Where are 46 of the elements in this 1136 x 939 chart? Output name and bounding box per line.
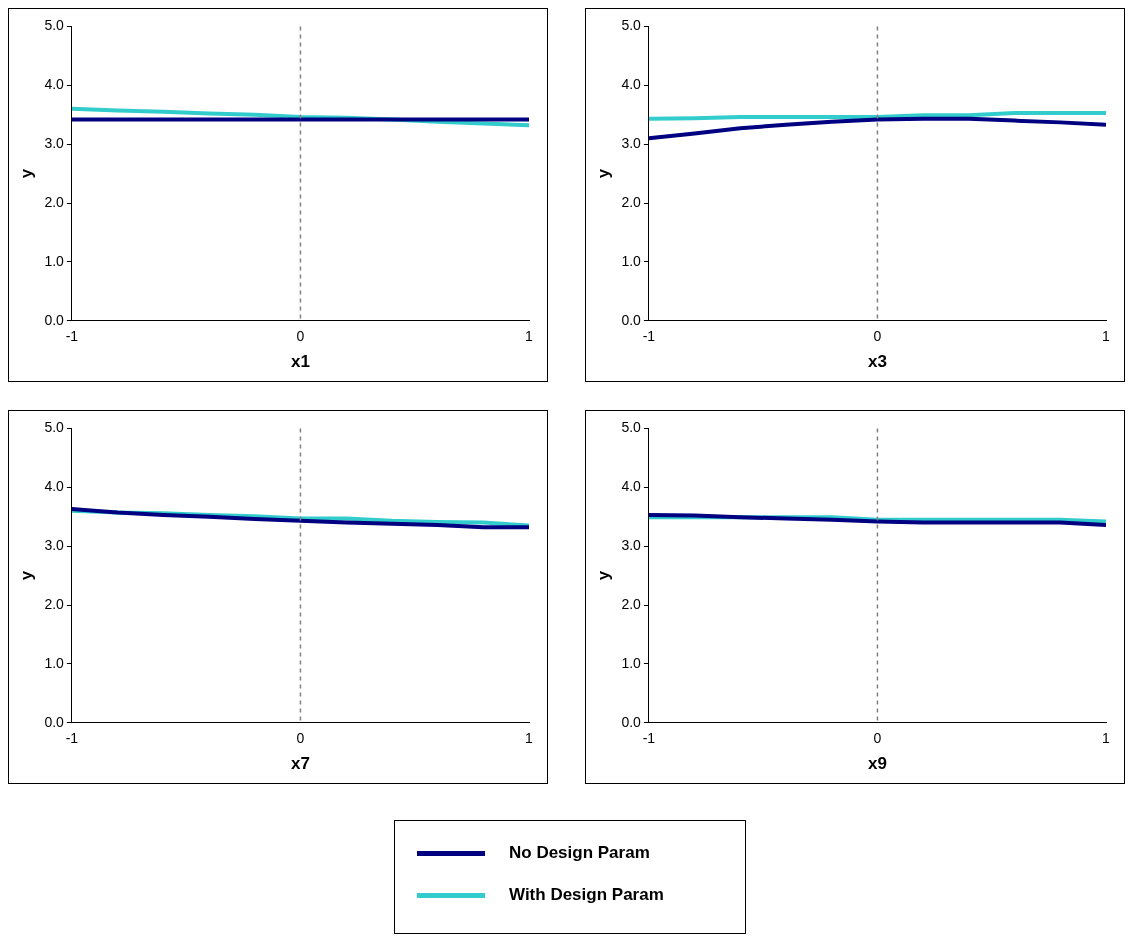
y-tick-label: 5.0	[44, 17, 65, 34]
y-tick-label: 5.0	[44, 419, 65, 436]
x-axis-title: x9	[867, 754, 887, 774]
y-tick-label: 2.0	[44, 595, 65, 612]
x-tick-label: 0	[296, 730, 305, 747]
y-tick-label: 4.0	[621, 478, 642, 495]
y-tick-label: 4.0	[621, 76, 642, 93]
y-axis-title: y	[16, 570, 36, 581]
y-tick-label: 3.0	[621, 135, 642, 152]
y-tick-label: 4.0	[44, 76, 65, 93]
x-tick-label: -1	[65, 730, 79, 747]
x-tick-label: 0	[296, 328, 305, 345]
x-axis-title: x1	[290, 352, 310, 372]
legend-label: No Design Param	[509, 843, 650, 863]
y-axis-title: y	[16, 168, 36, 179]
y-tick-label: 3.0	[44, 537, 65, 554]
y-tick-label: 0.0	[44, 311, 65, 328]
x-axis-title: x3	[867, 352, 887, 372]
y-tick-label: 0.0	[621, 311, 642, 328]
y-tick-label: 0.0	[621, 713, 642, 730]
x-tick-label: 1	[1102, 328, 1111, 345]
y-tick-label: 5.0	[621, 419, 642, 436]
y-tick-label: 2.0	[621, 595, 642, 612]
y-tick-label: 2.0	[621, 193, 642, 210]
x-axis-title: x7	[290, 754, 310, 774]
x-tick-label: 0	[873, 328, 882, 345]
x-tick-label: 0	[873, 730, 882, 747]
y-tick-label: 0.0	[44, 713, 65, 730]
y-tick-label: 3.0	[621, 537, 642, 554]
y-tick-label: 1.0	[621, 654, 642, 671]
y-tick-label: 1.0	[44, 252, 65, 269]
x-tick-label: -1	[65, 328, 79, 345]
y-tick-label: 5.0	[621, 17, 642, 34]
y-axis-title: y	[593, 168, 613, 179]
x-tick-label: 1	[525, 730, 534, 747]
y-axis-title: y	[593, 570, 613, 581]
x-tick-label: 1	[1102, 730, 1111, 747]
legend-label: With Design Param	[509, 885, 664, 905]
y-tick-label: 3.0	[44, 135, 65, 152]
x-tick-label: -1	[642, 328, 656, 345]
y-tick-label: 1.0	[621, 252, 642, 269]
y-tick-label: 2.0	[44, 193, 65, 210]
x-tick-label: -1	[642, 730, 656, 747]
x-tick-label: 1	[525, 328, 534, 345]
y-tick-label: 1.0	[44, 654, 65, 671]
y-tick-label: 4.0	[44, 478, 65, 495]
